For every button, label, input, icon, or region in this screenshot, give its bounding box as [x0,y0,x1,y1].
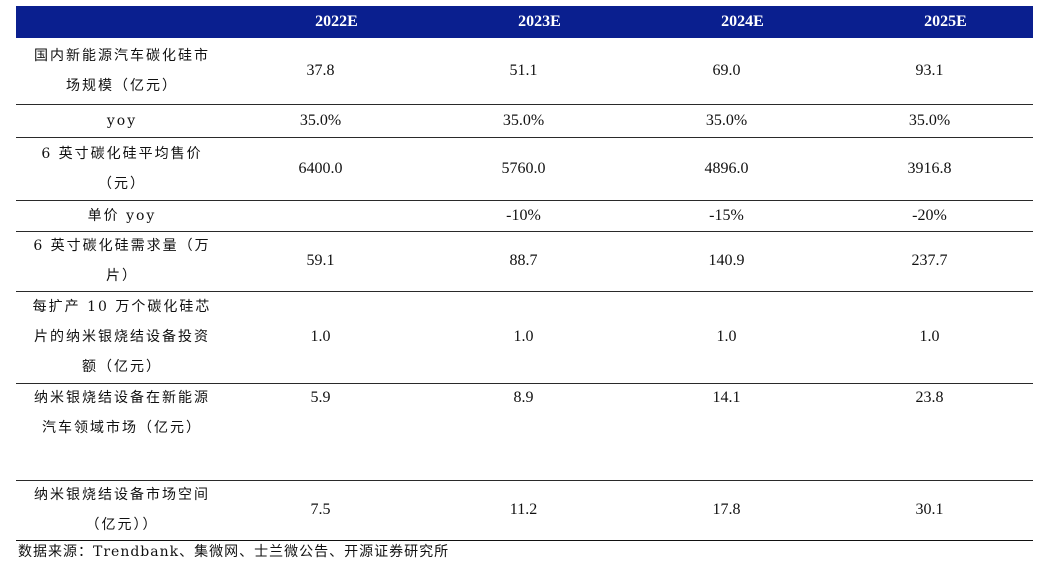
table-row: 国内新能源汽车碳化硅市 场规模（亿元） 37.8 51.1 69.0 93.1 [16,38,1033,105]
cell-value: 1.0 [513,328,534,345]
cell-value: 4896.0 [704,159,749,177]
col-header-2024e: 2024E [721,13,764,30]
table-header: 2022E 2023E 2024E 2025E [16,6,1033,38]
row-label: 6 英寸碳化硅平均售价 （元） [41,145,203,192]
cell-value: -10% [506,206,541,224]
cell-value: 35.0% [908,111,951,129]
row-label: yoy [106,112,138,129]
cell-value: 88.7 [509,252,538,269]
cell-value: 23.8 [915,389,944,406]
cell-value: 35.0% [299,111,342,129]
cell-value: 140.9 [708,252,745,269]
table-row: 纳米银烧结设备在新能源 汽车领域市场（亿元） 5.9 8.9 14.1 23.8 [16,383,1033,481]
cell-value: 35.0% [705,111,748,129]
cell-value: 7.5 [310,501,331,518]
row-label: 纳米银烧结设备市场空间 （亿元）） [34,487,210,533]
row-label: 国内新能源汽车碳化硅市 场规模（亿元） [34,48,210,94]
row-label: 6 英寸碳化硅需求量（万 片） [33,238,211,284]
cell-value: 237.7 [911,252,948,269]
table-row: 单价 yoy -10% -15% -20% [16,200,1033,232]
cell-value: 51.1 [509,62,538,79]
cell-value: 14.1 [712,389,741,406]
cell-value: 35.0% [502,111,545,129]
cell-value: -20% [912,206,947,224]
col-header-2025e: 2025E [924,13,967,30]
col-header-2023e: 2023E [518,13,561,30]
cell-value: 3916.8 [907,159,952,177]
row-label: 单价 yoy [87,207,157,224]
col-header-2022e: 2022E [315,13,358,30]
cell-value: 30.1 [915,501,944,518]
cell-value: 5760.0 [501,159,546,177]
table-row: 纳米银烧结设备市场空间 （亿元）） 7.5 11.2 17.8 30.1 [16,480,1033,541]
cell-value [219,200,422,231]
table-row: 6 英寸碳化硅平均售价 （元） 6400.0 5760.0 4896.0 391… [16,137,1033,201]
cell-value: 5.9 [310,389,331,406]
cell-value: 1.0 [919,328,940,345]
cell-value: 6400.0 [298,159,343,177]
cell-value: 8.9 [513,389,534,406]
table-row: 每扩产 10 万个碳化硅芯 片的纳米银烧结设备投资 额（亿元） 1.0 1.0 … [16,291,1033,384]
cell-value: 37.8 [306,62,335,79]
cell-value: 93.1 [915,62,944,79]
cell-value: 69.0 [712,62,741,79]
cell-value: 59.1 [306,252,335,269]
source-note: 数据来源：Trendbank、集微网、士兰微公告、开源证券研究所 [18,544,450,560]
cell-value: 1.0 [310,328,331,345]
row-label: 每扩产 10 万个碳化硅芯 片的纳米银烧结设备投资 额（亿元） [32,299,212,375]
table-row: 6 英寸碳化硅需求量（万 片） 59.1 88.7 140.9 237.7 [16,231,1033,292]
row-label: 纳米银烧结设备在新能源 汽车领域市场（亿元） [34,390,210,436]
cell-value: 17.8 [712,501,741,518]
cell-value: 11.2 [509,501,538,518]
table-row: yoy 35.0% 35.0% 35.0% 35.0% [16,104,1033,138]
cell-value: -15% [709,206,744,224]
cell-value: 1.0 [716,328,737,345]
